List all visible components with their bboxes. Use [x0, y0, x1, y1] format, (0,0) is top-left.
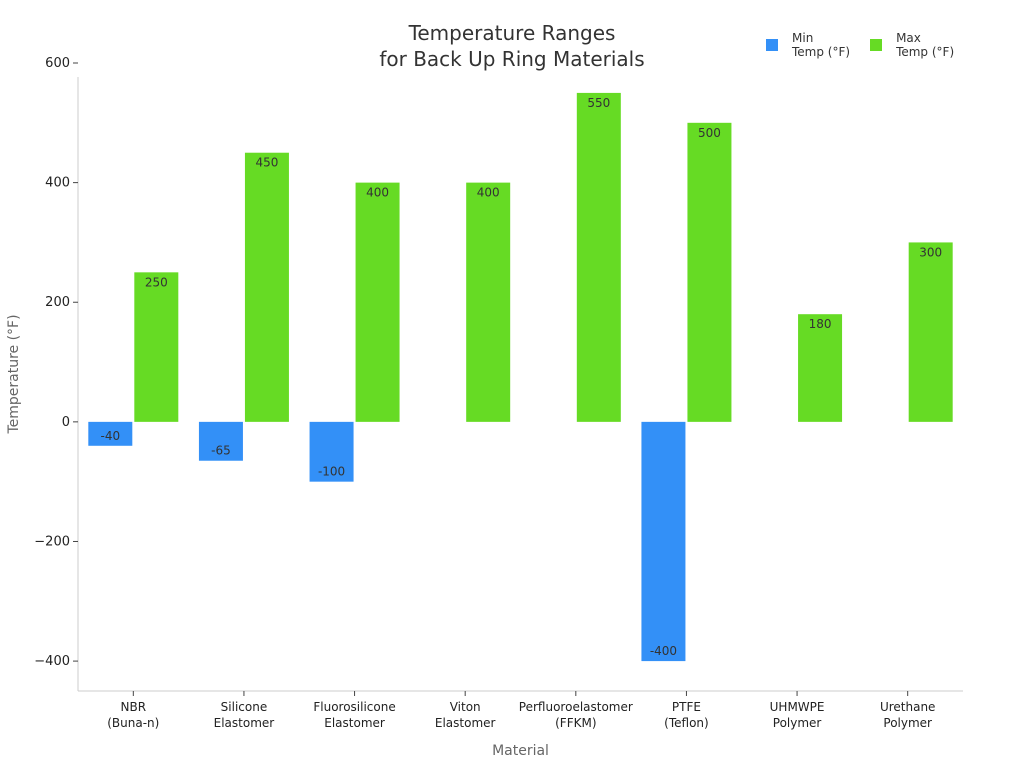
chart-title-line-1: Temperature Ranges — [408, 21, 616, 45]
legend-item-max[interactable]: Max Temp (°F) — [870, 31, 954, 59]
bar-min — [198, 421, 243, 461]
bar-value-label: 400 — [366, 186, 389, 200]
x-tick-label: Polymer — [773, 716, 822, 730]
bar-value-label: 250 — [145, 275, 168, 289]
bar-max — [576, 92, 621, 422]
y-tick-label: 0 — [62, 415, 70, 430]
y-tick-label: 200 — [45, 295, 70, 310]
x-tick-label: PTFE — [672, 700, 701, 714]
bar-max — [134, 272, 179, 422]
y-tick-label: −200 — [34, 534, 70, 549]
legend: Min Temp (°F) Max Temp (°F) — [766, 31, 974, 59]
y-tick-label: −400 — [34, 654, 70, 669]
bar-value-label: -40 — [101, 429, 121, 443]
chart-title-line-2: for Back Up Ring Materials — [379, 47, 645, 71]
bar-value-label: -100 — [318, 465, 345, 479]
bar-max — [244, 152, 289, 422]
bar-value-label: 450 — [255, 156, 278, 170]
x-tick-label: Silicone — [221, 700, 268, 714]
bar-max — [908, 242, 953, 422]
x-tick-label: Elastomer — [435, 716, 496, 730]
y-axis-title: Temperature (°F) — [6, 314, 22, 434]
legend-swatch-max — [870, 39, 883, 51]
x-tick-label: Viton — [450, 700, 481, 714]
legend-swatch-min — [766, 39, 778, 51]
legend-label-max: Max Temp (°F) — [896, 31, 955, 59]
x-tick-label: Elastomer — [324, 716, 385, 730]
x-tick-label: Fluorosilicone — [313, 700, 395, 714]
x-tick-label: Urethane — [880, 700, 936, 714]
x-tick-label: UHMWPE — [770, 700, 825, 714]
bar-value-label: -400 — [650, 644, 677, 658]
x-axis-title: Material — [492, 743, 549, 759]
x-tick-label: (FFKM) — [555, 716, 596, 730]
chart-title: Temperature Ranges for Back Up Ring Mate… — [0, 20, 1024, 72]
bar-max — [466, 182, 511, 422]
bar-value-label: 180 — [809, 317, 832, 331]
x-tick-label: NBR — [121, 700, 147, 714]
x-tick-label: Perfluoroelastomer — [519, 700, 633, 714]
x-tick-label: Elastomer — [214, 716, 275, 730]
bar-min — [309, 421, 354, 482]
x-tick-label: (Teflon) — [664, 716, 709, 730]
bar-value-label: 500 — [698, 126, 721, 140]
x-tick-label: Polymer — [883, 716, 932, 730]
bar-max — [687, 122, 732, 422]
bar-max — [798, 314, 843, 422]
x-tick-label: (Buna-n) — [107, 716, 159, 730]
bar-value-label: 550 — [587, 96, 610, 110]
bar-value-label: 400 — [477, 186, 500, 200]
y-tick-label: 400 — [45, 176, 70, 191]
legend-item-min[interactable]: Min Temp (°F) — [766, 31, 850, 59]
bar-value-label: 300 — [919, 245, 942, 259]
bar-value-label: -65 — [211, 444, 231, 458]
y-tick-label: 600 — [45, 56, 70, 71]
legend-label-min: Min Temp (°F) — [792, 31, 851, 59]
bar-min — [88, 421, 133, 446]
bar-max — [355, 182, 400, 422]
bar-min — [641, 421, 686, 662]
